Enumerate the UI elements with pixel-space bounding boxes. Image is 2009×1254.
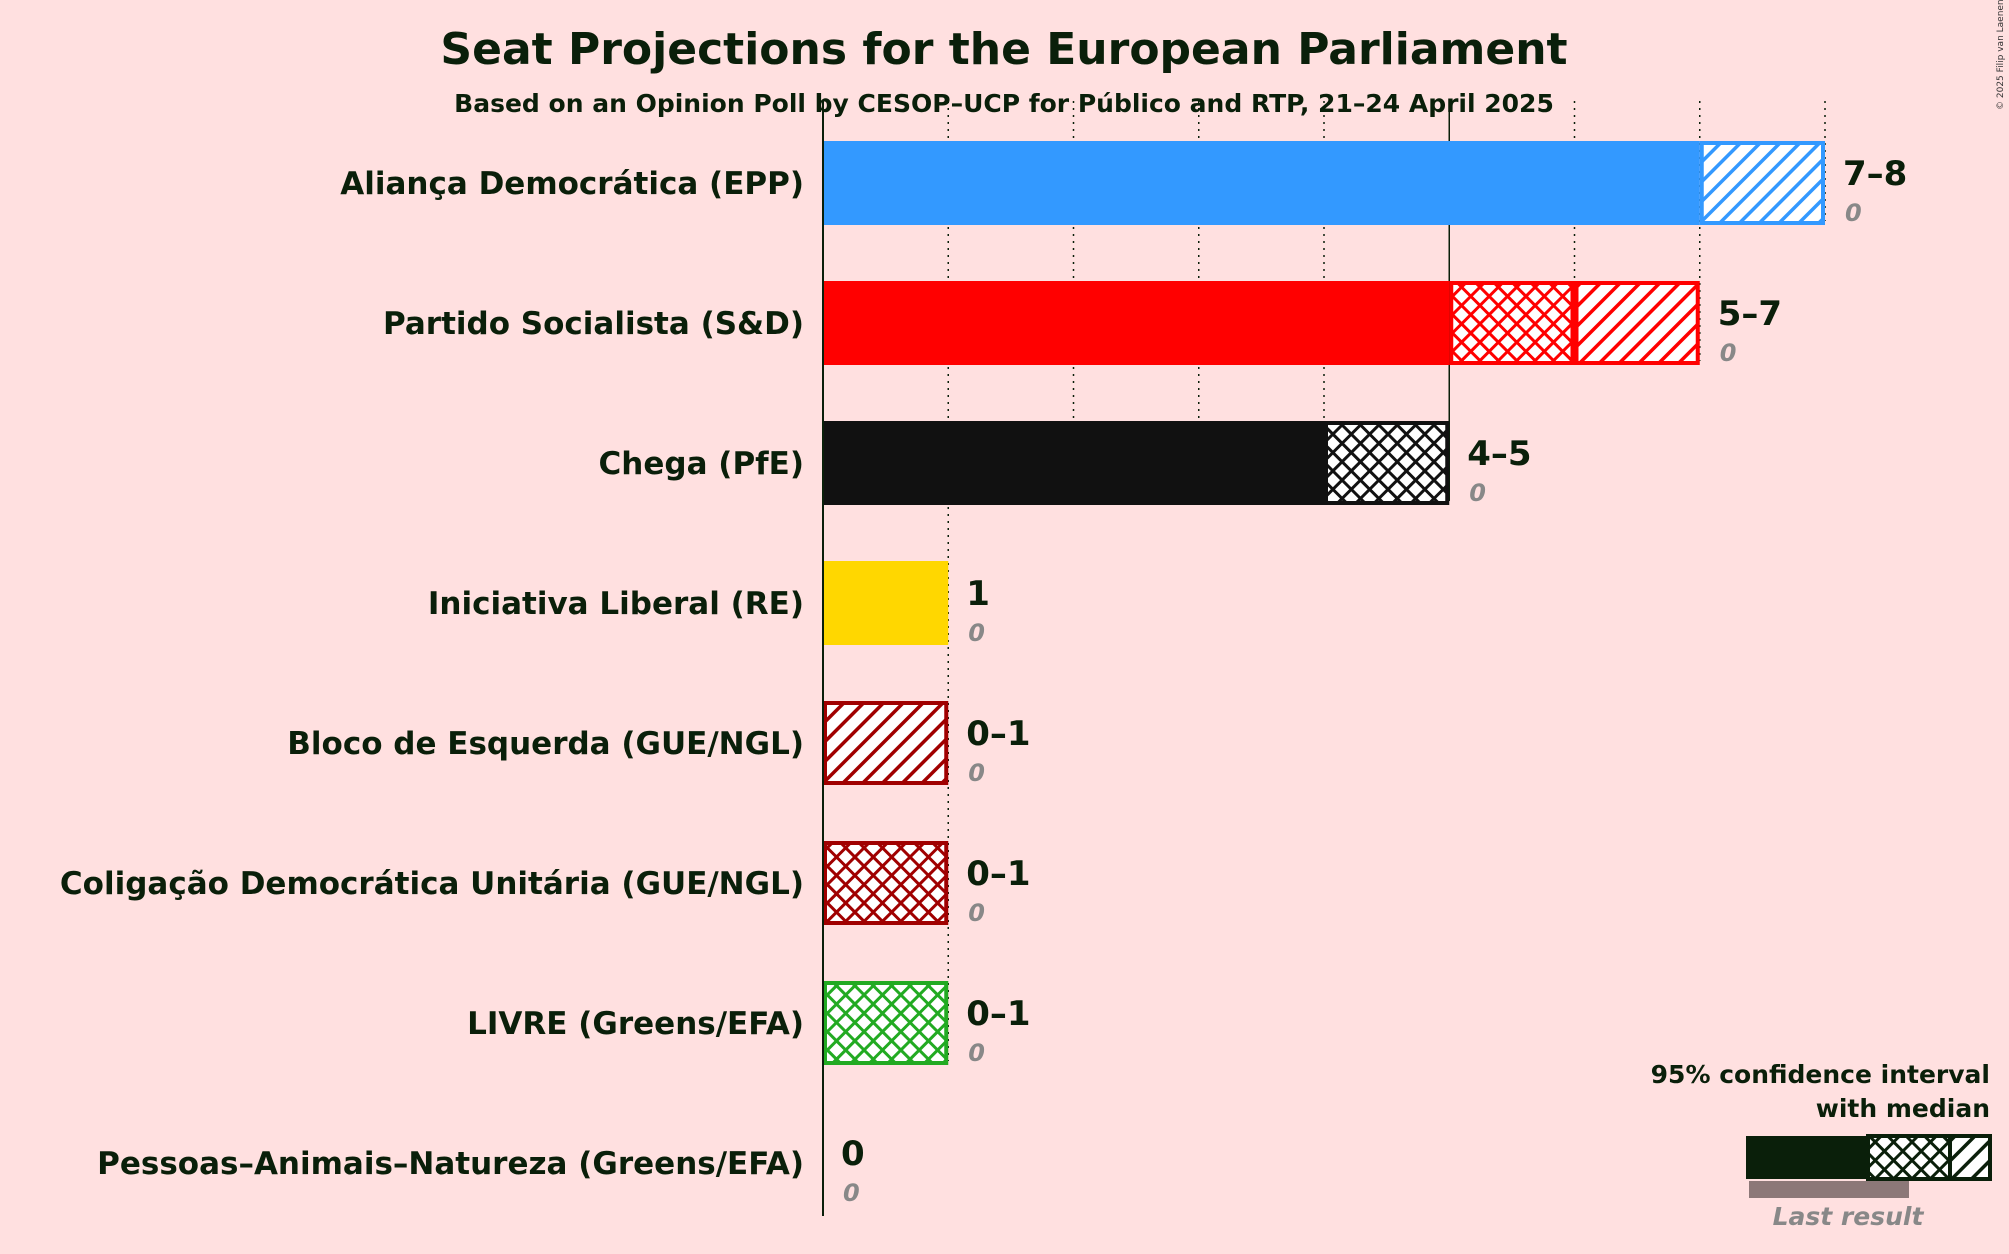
last-result-label: 0: [968, 619, 985, 647]
party-label: LIVRE (Greens/EFA): [467, 1006, 804, 1042]
copyright-notice: © 2025 Filip van Laenen: [1996, 0, 2006, 110]
gridlines: [947, 101, 1826, 1061]
solid-bar: [823, 561, 949, 645]
party-label: Aliança Democrática (EPP): [340, 166, 804, 202]
upper-hatch-bar: [1574, 281, 1700, 365]
last-result-label: 0: [968, 899, 985, 927]
legend-line-2: with median: [1816, 1094, 1990, 1123]
median-crosshatch-bar: [823, 981, 949, 1065]
last-result-label: 0: [843, 1179, 860, 1207]
party-label: Chega (PfE): [599, 446, 804, 482]
legend: 95% confidence interval with median Last…: [1651, 1060, 1992, 1231]
party-row: Pessoas–Animais–Natureza (Greens/EFA) 0 0: [97, 1134, 865, 1207]
chart-title: Seat Projections for the European Parlia…: [440, 24, 1567, 75]
seat-range-label: 7–8: [1843, 154, 1907, 194]
seat-range-label: 1: [966, 574, 990, 614]
party-label: Iniciativa Liberal (RE): [428, 586, 804, 622]
party-row: Coligação Democrática Unitária (GUE/NGL)…: [60, 841, 1031, 927]
upper-hatch-bar: [1699, 141, 1825, 225]
last-result-label: 0: [1469, 479, 1486, 507]
party-row: Aliança Democrática (EPP) 7–8 0: [340, 141, 1907, 227]
solid-bar: [823, 141, 1700, 225]
party-row: Partido Socialista (S&D) 5–7 0: [383, 281, 1782, 367]
last-result-label: 0: [968, 1039, 985, 1067]
seat-range-label: 0: [841, 1134, 865, 1174]
party-row: LIVRE (Greens/EFA) 0–1 0: [467, 981, 1031, 1067]
seat-range-label: 0–1: [966, 994, 1030, 1034]
legend-crosshatch-swatch: [1866, 1134, 1952, 1181]
party-label: Bloco de Esquerda (GUE/NGL): [287, 726, 804, 762]
solid-bar: [823, 281, 1450, 365]
party-label: Pessoas–Animais–Natureza (Greens/EFA): [97, 1146, 804, 1182]
median-crosshatch-bar: [1449, 281, 1575, 365]
median-crosshatch-bar: [823, 841, 949, 925]
solid-bar: [823, 421, 1324, 505]
legend-last-result-bar: [1749, 1181, 1909, 1198]
seat-range-label: 0–1: [966, 854, 1030, 894]
party-row: Chega (PfE) 4–5 0: [599, 421, 1532, 507]
seat-range-label: 0–1: [966, 714, 1030, 754]
legend-last-result-label: Last result: [1773, 1202, 1925, 1231]
median-crosshatch-bar: [1324, 421, 1450, 505]
seat-range-label: 4–5: [1467, 434, 1531, 474]
legend-line-1: 95% confidence interval: [1651, 1060, 1990, 1089]
party-row: Iniciativa Liberal (RE) 1 0: [428, 561, 990, 647]
last-result-label: 0: [968, 759, 985, 787]
party-label: Coligação Democrática Unitária (GUE/NGL): [60, 866, 804, 902]
last-result-label: 0: [1720, 339, 1737, 367]
legend-hatch-swatch: [1948, 1134, 1992, 1181]
seat-range-label: 5–7: [1718, 294, 1782, 334]
party-label: Partido Socialista (S&D): [383, 306, 804, 342]
legend-solid-swatch: [1746, 1136, 1868, 1179]
chart-subtitle: Based on an Opinion Poll by CESOP–UCP fo…: [454, 89, 1554, 118]
last-result-label: 0: [1845, 199, 1862, 227]
party-row: Bloco de Esquerda (GUE/NGL) 0–1 0: [287, 701, 1031, 787]
upper-hatch-bar: [823, 701, 949, 785]
